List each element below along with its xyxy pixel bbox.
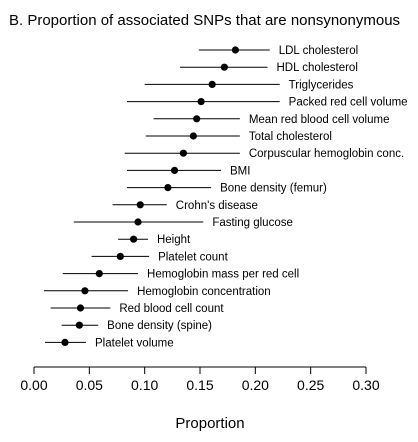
- data-point: [76, 304, 85, 312]
- data-point: [61, 338, 69, 346]
- data-point: [136, 201, 144, 209]
- point-label: Total cholesterol: [249, 131, 332, 143]
- point-label: Hemoglobin concentration: [137, 286, 271, 298]
- point-label: Platelet count: [158, 251, 228, 263]
- data-point: [164, 184, 172, 192]
- data-point: [193, 115, 201, 123]
- data-point: [81, 287, 89, 295]
- point-label: Triglycerides: [289, 79, 354, 91]
- point-label: Hemoglobin mass per red cell: [147, 269, 299, 281]
- x-tick-label: 0.10: [131, 377, 158, 393]
- data-point: [134, 218, 142, 226]
- data-point: [231, 46, 240, 54]
- point-label: Packed red cell volume: [289, 97, 408, 109]
- data-point: [208, 80, 216, 88]
- data-point: [220, 63, 228, 71]
- x-tick-label: 0.00: [20, 377, 47, 393]
- point-label: Red blood cell count: [119, 303, 224, 315]
- data-point: [179, 149, 187, 157]
- point-label: Corpuscular hemoglobin conc.: [249, 148, 404, 160]
- data-point: [189, 132, 197, 140]
- point-label: Fasting glucose: [212, 217, 293, 229]
- x-tick-label: 0.05: [76, 377, 103, 393]
- point-label: Height: [157, 234, 191, 246]
- data-point: [95, 270, 103, 278]
- point-label: HDL cholesterol: [277, 62, 358, 74]
- data-point: [170, 166, 179, 174]
- point-label: Bone density (spine): [107, 320, 212, 332]
- data-point: [130, 235, 138, 243]
- x-tick-label: 0.20: [242, 377, 269, 393]
- data-point: [116, 252, 124, 260]
- x-tick-label: 0.15: [186, 377, 213, 393]
- x-tick-label: 0.30: [352, 377, 379, 393]
- data-point: [75, 321, 83, 329]
- point-label: LDL cholesterol: [279, 45, 358, 57]
- point-label: Mean red blood cell volume: [249, 114, 390, 126]
- chart-title: B. Proportion of associated SNPs that ar…: [9, 12, 401, 29]
- x-tick-label: 0.25: [297, 377, 324, 393]
- point-label: Crohn's disease: [176, 200, 258, 212]
- point-label: BMI: [230, 165, 250, 177]
- data-point: [197, 98, 205, 106]
- point-label: Bone density (femur): [220, 183, 327, 195]
- point-label: Platelet volume: [95, 337, 174, 349]
- x-axis-label: Proportion: [175, 415, 244, 432]
